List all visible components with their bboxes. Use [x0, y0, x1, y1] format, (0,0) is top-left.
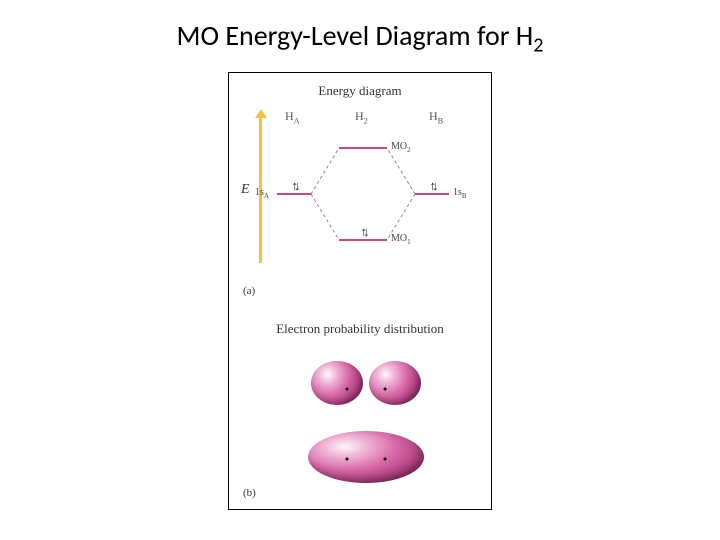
label-1s-b: 1sB [453, 187, 467, 200]
antibonding-nucleus-left [346, 388, 349, 391]
antibonding-lobe-left [311, 361, 363, 405]
panel-a-sublabel: (a) [243, 285, 255, 297]
panel-b-sublabel: (b) [243, 487, 256, 499]
mo-connector-lines [229, 73, 493, 293]
bonding-nucleus-left [346, 458, 349, 461]
bonding-nucleus-right [384, 458, 387, 461]
panel-b-title: Electron probability distribution [229, 321, 491, 337]
electrons-1s-a: ↑↓ [292, 178, 297, 194]
slide-title: MO Energy-Level Diagram for H2 [0, 18, 720, 58]
electrons-1s-b: ↑↓ [430, 178, 435, 194]
antibonding-lobe-right [369, 361, 421, 405]
electrons-mo1: ↑↓ [361, 224, 366, 240]
label-mo1: MO1 [391, 233, 411, 246]
level-mo2 [339, 147, 387, 149]
label-1s-a: 1sA [255, 187, 269, 200]
antibonding-nucleus-right [384, 388, 387, 391]
bonding-lobe [308, 431, 424, 483]
label-mo2: MO2 [391, 141, 411, 154]
figure-container: Energy diagram HA H2 HB E ↑↓ ↑↓ ↑↓ 1sA 1… [228, 72, 492, 510]
